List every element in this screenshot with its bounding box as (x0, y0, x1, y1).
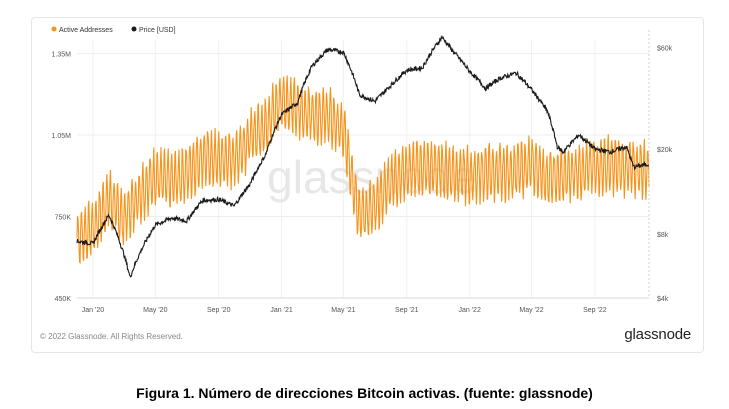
y-left-tick-label: 1.35M (52, 52, 72, 59)
x-tick-label: Jan '22 (458, 307, 480, 314)
legend-label: Active Addresses (59, 27, 113, 34)
y-left-tick-label: 450K (55, 296, 72, 303)
legend: Active Addresses Price [USD] (51, 26, 176, 34)
x-tick-label: Jan '20 (82, 307, 104, 314)
x-tick-label: May '20 (143, 307, 167, 314)
figure-caption: Figura 1. Número de direcciones Bitcoin … (136, 385, 593, 401)
axes: 450K 750K 1.05M 1.35M $4k $8k $20k $60k Jan '20 M… (52, 30, 673, 314)
chart-card: glassnode 450K 750K 1.05M 1.35M $4k $8k $20k $6… (31, 17, 704, 353)
x-tick-label: Jan '21 (270, 307, 292, 314)
price-line (76, 34, 650, 278)
y-left-tick-label: 750K (55, 215, 72, 222)
y-right-tick-label: $60k (657, 45, 673, 52)
x-tick-label: May '21 (331, 307, 355, 314)
y-right-tick-label: $4k (657, 296, 669, 303)
price-line-layer (76, 34, 650, 278)
x-tick-label: Sep '20 (207, 307, 231, 314)
chart: glassnode 450K750K1.05M1.35M$4k$8k$20k$6… (51, 26, 673, 314)
y-right-tick-label: $8k (657, 232, 669, 239)
y-right-tick-label: $20k (657, 147, 673, 154)
legend-marker (51, 26, 57, 32)
y-left-tick-label: 1.05M (52, 133, 72, 140)
legend-marker (131, 26, 137, 32)
active-addresses-line (76, 75, 650, 265)
x-tick-label: Sep '21 (395, 307, 419, 314)
glassnode-logo: glassnode (624, 326, 691, 343)
copyright-text: © 2022 Glassnode. All Rights Reserved. (40, 332, 183, 341)
active-addresses-line-layer (76, 75, 650, 265)
x-tick-label: Sep '22 (583, 307, 607, 314)
legend-label: Price [USD] (139, 27, 176, 34)
x-tick-label: May '22 (519, 307, 543, 314)
